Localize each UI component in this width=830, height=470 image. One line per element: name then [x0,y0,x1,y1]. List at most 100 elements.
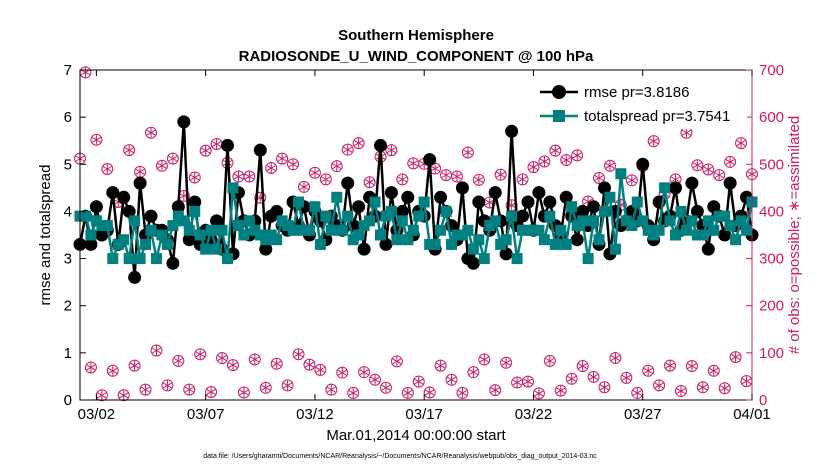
rmse-point [117,190,131,204]
obs-possible-point [330,160,343,173]
obs-asterisk-stroke [436,362,446,369]
totalspread-point [216,224,228,236]
obs-asterisk-stroke [91,136,101,143]
obs-assimilated-point [578,361,588,372]
obs-assimilated-point [594,172,604,183]
obs-assimilated-point [588,371,599,382]
totalspread-point [243,215,255,227]
obs-assimilated-point [725,156,735,167]
obs-possible-point [281,379,294,392]
obs-possible-point [205,385,218,398]
totalspread-point [670,229,682,241]
obs-assimilated-point [556,385,566,396]
rmse-point [707,200,721,214]
obs-asterisk-stroke [283,382,293,389]
obs-assimilated-point [299,181,309,192]
obs-assimilated-point [195,349,205,360]
obs-possible-point [276,152,289,165]
obs-asterisk-stroke [687,363,697,369]
obs-assimilated-point [599,382,610,393]
totalspread-point [407,224,419,236]
obs-assimilated-point [523,376,533,387]
totalspread-point [462,224,474,236]
totalspread-point [631,196,643,208]
obs-possible-point [620,371,633,384]
totalspread-point [653,224,665,236]
totalspread-point [697,229,709,241]
obs-assimilated-point [157,160,167,171]
rmse-point [434,190,448,204]
obs-assimilated-point [468,367,478,378]
totalspread-point [708,224,720,236]
obs-assimilated-point [534,388,544,399]
obs-possible-point [707,364,720,377]
obs-possible-point [434,359,447,372]
chart-subtitle: RADIOSONDE_U_WIND_COMPONENT @ 100 hPa [239,48,594,65]
obs-asterisk-stroke [195,351,205,358]
rmse-point [669,181,683,195]
obs-assimilated-point [304,359,315,370]
obs-asterisk-stroke [239,389,249,396]
obs-asterisk-stroke [539,158,549,165]
totalspread-point [489,215,501,227]
obs-asterisk-stroke [425,389,435,396]
obs-possible-point [538,155,551,168]
totalspread-point [140,238,152,250]
obs-assimilated-point [425,387,435,398]
obs-possible-point [472,173,485,186]
rmse-point [221,138,235,152]
obs-possible-point [243,170,256,183]
obs-possible-point [489,384,502,397]
obs-asterisk-stroke [490,387,500,394]
totalspread-point [238,229,250,241]
obs-assimilated-point [386,145,396,156]
obs-possible-point [390,355,403,368]
totalspread-point [413,210,425,222]
rmse-point [466,256,480,270]
obs-possible-point [270,357,283,370]
obs-assimilated-point [86,362,96,373]
obs-asterisk-stroke [534,390,544,397]
legend-rmse-marker [552,85,566,99]
obs-assimilated-point [649,136,659,147]
obs-asterisk-stroke [157,162,167,169]
obs-assimilated-point [430,163,440,174]
rmse-point [499,247,513,261]
totalspread-point [183,224,195,236]
obs-assimilated-point [348,387,358,398]
obs-assimilated-point [610,353,620,364]
obs-asterisk-stroke [113,199,123,205]
obs-asterisk-stroke [698,384,708,391]
obs-assimilated-point [354,138,364,149]
obs-asterisk-stroke [649,138,659,145]
rmse-point [182,233,196,247]
obs-assimilated-point [244,171,254,182]
obs-possible-point [139,383,152,396]
y-tick-label: 0 [64,392,72,409]
totalspread-point [435,224,447,236]
obs-assimilated-point [102,164,112,174]
rmse-point [690,204,704,218]
obs-asterisk-stroke [119,392,129,399]
obs-assimilated-point [190,172,200,183]
obs-possible-point [325,383,338,396]
obs-asterisk-stroke [370,376,380,383]
rmse-point [718,228,732,242]
obs-asterisk-stroke [725,158,735,165]
rmse-point [521,195,535,209]
y-tick-label-right: 0 [759,392,767,409]
obs-assimilated-point [250,354,260,365]
obs-assimilated-point [151,345,162,356]
totalspread-point [730,234,742,246]
obs-possible-point [172,354,185,367]
obs-possible-point [117,389,130,402]
y-tick-label-right: 200 [759,298,784,315]
obs-assimilated-point [698,382,708,393]
legend-rmse-label: rmse pr=3.8186 [584,84,689,101]
obs-possible-point [522,375,534,388]
obs-assimilated-point [261,382,271,393]
obs-asterisk-stroke [392,358,402,365]
obs-asterisk-stroke [212,141,222,147]
totalspread-point [577,215,589,227]
obs-assimilated-point [561,155,571,166]
